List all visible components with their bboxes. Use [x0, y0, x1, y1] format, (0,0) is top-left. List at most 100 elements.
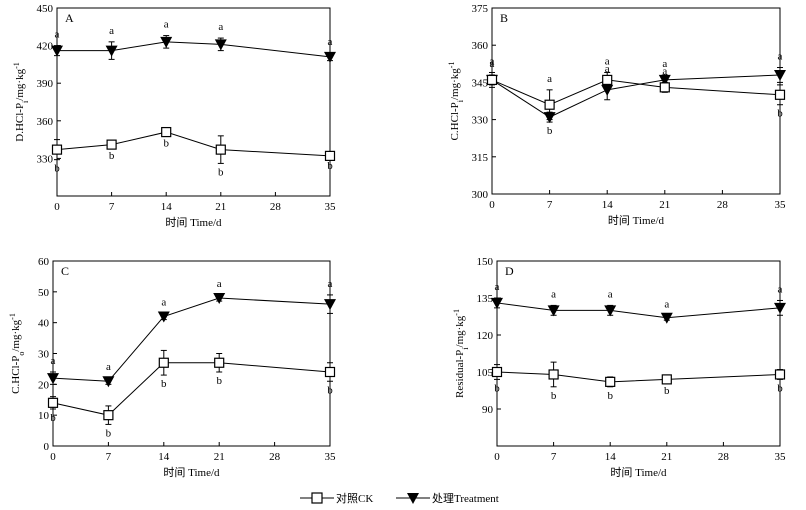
chart-panel-C: C 0 10 20 30 40 50 60 0 7 14 21 28 35 时间 Time/d C.HCl-P…: [8, 256, 337, 479]
significance-label: a: [547, 73, 552, 85]
chart-legend: 对照CK 处理Treatment: [0, 488, 806, 508]
y-axis-label: Residual-Pi/mg·kg-1: [452, 309, 470, 398]
chart-figure: A 330 360 390 420 450 0 7 14 21 28 35 时间 Time/d D.HCl…: [8, 3, 787, 479]
y-tick-label: 330: [472, 115, 489, 127]
x-tick-label: 35: [325, 451, 337, 463]
data-point: [774, 302, 786, 314]
significance-label: b: [551, 390, 557, 402]
data-point: [605, 376, 616, 387]
triangle-down-marker-icon: [396, 493, 430, 504]
significance-label: a: [218, 21, 223, 33]
data-point: [47, 397, 59, 408]
significance-label: b: [50, 412, 56, 424]
y-tick-label: 0: [44, 441, 50, 453]
significance-label: b: [664, 385, 670, 397]
x-tick-label: 28: [718, 451, 730, 463]
data-point: [158, 357, 169, 368]
data-point: [774, 89, 786, 100]
significance-label: a: [161, 296, 166, 308]
y-tick-label: 10: [38, 410, 50, 422]
x-tick-label: 28: [270, 201, 282, 213]
significance-label: b: [163, 138, 169, 150]
series-ck: b b b b b: [47, 349, 336, 439]
data-point: [103, 410, 114, 421]
data-point: [602, 74, 613, 86]
data-point: [604, 305, 617, 317]
x-tick-label: 35: [775, 199, 787, 211]
significance-label: a: [55, 29, 60, 41]
plot-frame: [491, 7, 781, 195]
legend-item-treatment: 处理Treatment: [396, 488, 499, 508]
y-tick-label: 20: [38, 379, 50, 391]
data-point: [51, 144, 63, 155]
series-line: [491, 79, 781, 106]
significance-label: b: [327, 384, 333, 396]
data-point: [213, 293, 226, 304]
data-point: [486, 74, 498, 86]
x-tick-label: 21: [659, 199, 670, 211]
data-point: [157, 311, 170, 323]
significance-label: b: [216, 375, 222, 387]
significance-label: b: [106, 427, 112, 439]
series-treatment: a a a a a: [491, 281, 786, 324]
series-line: [496, 371, 781, 383]
significance-label: a: [51, 355, 56, 367]
y-tick-label: 300: [472, 189, 489, 201]
data-point: [658, 74, 671, 86]
chart-panel-A: A 330 360 390 420 450 0 7 14 21 28 35 时间 Time/d D.HCl…: [12, 3, 337, 229]
significance-label: a: [217, 278, 222, 290]
series-line: [57, 41, 331, 58]
x-tick-label: 21: [661, 451, 672, 463]
y-tick-label: 375: [472, 3, 489, 15]
significance-label: b: [327, 160, 333, 172]
significance-label: a: [328, 278, 333, 290]
significance-label: b: [777, 108, 783, 120]
y-tick-label: 420: [37, 41, 54, 53]
data-point: [661, 374, 672, 385]
data-point: [324, 51, 336, 63]
series-line: [56, 131, 331, 157]
significance-label: a: [662, 65, 667, 77]
legend-label-ck: 对照CK: [336, 493, 374, 505]
significance-label: a: [608, 288, 613, 300]
x-axis-label: 时间 Time/d: [608, 214, 665, 227]
chart-panel-D: D 90 105 120 135 150 0 7 14 21 28 35 时间 Time/d Residu…: [452, 256, 786, 479]
significance-label: b: [494, 382, 500, 394]
panel-label: A: [65, 11, 74, 25]
panel-label: D: [505, 264, 514, 278]
y-tick-label: 345: [472, 77, 489, 89]
data-point: [160, 36, 173, 48]
x-tick-label: 0: [50, 451, 56, 463]
x-tick-label: 7: [106, 451, 112, 463]
x-axis-label: 时间 Time/d: [165, 216, 222, 229]
x-tick-label: 7: [109, 201, 115, 213]
data-point: [102, 376, 115, 388]
x-tick-label: 7: [551, 451, 557, 463]
y-tick-label: 60: [38, 256, 50, 268]
data-point: [215, 144, 226, 155]
y-axis-label: C.HCl-Po/mg·kg-1: [8, 313, 26, 394]
panel-label: C: [61, 264, 69, 278]
significance-label: b: [54, 163, 60, 175]
x-tick-label: 35: [325, 201, 337, 213]
series-line: [496, 302, 781, 319]
data-point: [105, 45, 118, 57]
significance-label: a: [605, 63, 610, 75]
significance-label: b: [777, 382, 783, 394]
y-axis-label: C.HCl-Pi/mg·kg-1: [447, 62, 465, 141]
x-tick-label: 0: [54, 201, 60, 213]
data-point: [106, 139, 117, 150]
data-point: [491, 366, 503, 378]
x-tick-label: 7: [547, 199, 553, 211]
significance-label: a: [495, 281, 500, 293]
x-tick-label: 28: [269, 451, 281, 463]
series-treatment: a a a a a: [51, 19, 336, 63]
x-tick-label: 0: [489, 199, 495, 211]
significance-label: b: [161, 378, 167, 390]
y-axis-label: D.HCl-Pi/mg·kg-1: [12, 62, 30, 142]
x-tick-label: 0: [494, 451, 500, 463]
data-point: [324, 366, 336, 378]
panel-label: B: [500, 11, 508, 25]
